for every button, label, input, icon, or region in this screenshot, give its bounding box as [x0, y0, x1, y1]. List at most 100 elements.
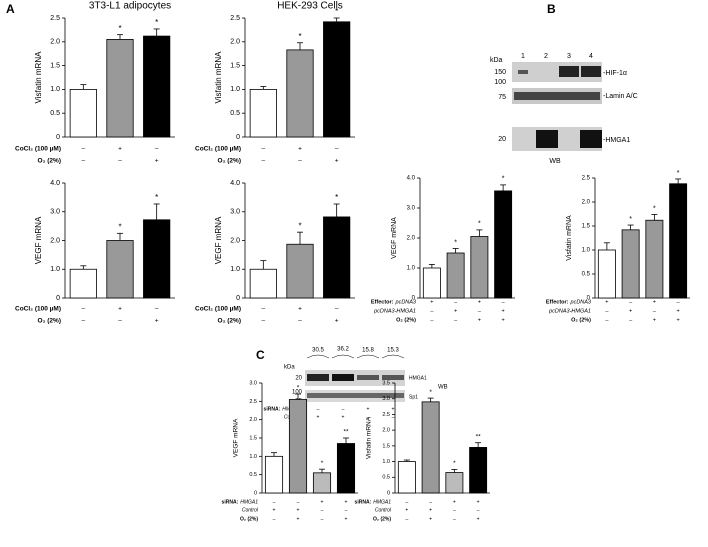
error-bar: [295, 393, 301, 400]
condition-label: O₂ (2%): [240, 516, 258, 522]
condition-mark: +: [429, 507, 432, 513]
condition-mark: +: [335, 318, 339, 325]
protein: HMGA1: [409, 375, 427, 381]
condition-mark: +: [335, 158, 339, 165]
condition-mark: –: [629, 317, 633, 323]
condition-mark: +: [297, 516, 300, 522]
bar: [446, 252, 465, 299]
y-tick-label: 2.5: [249, 399, 257, 405]
condition-mark: –: [82, 306, 86, 313]
panel-label: A: [6, 2, 15, 16]
condition-mark: +: [478, 299, 481, 305]
condition-mark: –: [298, 158, 302, 165]
condition-mark: +: [454, 308, 457, 314]
y-tick-label: 3.0: [249, 380, 257, 386]
error-bar: [427, 397, 434, 402]
condition-mark: –: [321, 516, 324, 522]
y-tick-label: 1.0: [407, 266, 416, 272]
y-tick-label: 1.0: [382, 459, 390, 465]
y-tick-label: 2.5: [582, 176, 591, 182]
y-tick-label: 2.0: [50, 39, 60, 46]
y-tick-label: 1.5: [50, 62, 60, 69]
y-tick-label: 1.5: [582, 224, 591, 230]
significance: *: [298, 221, 301, 230]
y-tick-label: 3.0: [50, 209, 60, 216]
bracket: [306, 354, 405, 359]
condition-mark: –: [317, 406, 320, 412]
significance: *: [118, 24, 121, 33]
condition-mark: +: [345, 516, 348, 522]
y-tick-label: 2.0: [407, 236, 416, 242]
y-tick-label: 2.0: [582, 200, 591, 206]
error-bar: [403, 459, 410, 462]
condition-mark: +: [605, 299, 608, 305]
bar: [249, 89, 277, 138]
bar: [323, 216, 351, 299]
bar: [286, 243, 314, 299]
error-bar: [428, 263, 435, 268]
condition-label: O₂ (2%): [218, 158, 241, 165]
protein: -HMGA1: [603, 137, 630, 144]
significance: *: [321, 460, 324, 467]
condition-mark: –: [429, 499, 432, 505]
condition-mark: +: [653, 317, 656, 323]
condition-label: CoCl₂ (100 µM): [195, 146, 241, 153]
bar: [470, 236, 489, 299]
condition-mark: +: [429, 516, 432, 522]
band: [581, 66, 601, 77]
blot-unit: kDa: [284, 365, 295, 371]
significance: *: [502, 176, 505, 183]
significance: **: [343, 429, 349, 436]
y-tick-label: 3.5: [382, 380, 390, 386]
marker: 75: [498, 94, 506, 101]
condition-mark: +: [502, 317, 505, 323]
condition-mark: –: [392, 414, 395, 420]
y-axis-label: Visfatin mRNA: [34, 51, 43, 104]
condition-mark: +: [155, 158, 159, 165]
y-tick-label: 1.5: [382, 443, 390, 449]
condition-mark: –: [405, 516, 408, 522]
condition-mark: –: [118, 158, 122, 165]
condition-prefix: Effector:: [546, 299, 569, 305]
condition-mark: –: [155, 146, 159, 153]
bar: [397, 461, 416, 494]
bar: [445, 472, 464, 494]
condition-mark: +: [118, 306, 122, 313]
condition-mark: +: [629, 308, 632, 314]
marker: 150: [494, 69, 506, 76]
condition-mark: –: [335, 306, 339, 313]
marker: 100: [494, 79, 506, 86]
y-axis-label: VEGF mRNA: [391, 217, 398, 259]
y-tick-label: 1.5: [249, 435, 257, 441]
error-bar: [333, 203, 340, 217]
significance: *: [629, 216, 632, 223]
condition-mark: +: [298, 306, 302, 313]
quantity: 15.8: [362, 348, 374, 354]
condition-mark: –: [453, 507, 456, 513]
condition-mark: –: [335, 146, 339, 153]
condition-mark: –: [262, 306, 266, 313]
y-tick-label: 0: [412, 296, 416, 302]
y-axis-label: VEGF mRNA: [233, 418, 240, 457]
y-tick-label: 3.0: [407, 206, 416, 212]
y-tick-label: 2.5: [50, 15, 60, 22]
condition-label: HMGA1: [240, 499, 258, 505]
error-bar: [451, 469, 458, 473]
condition-mark: +: [367, 406, 370, 412]
y-tick-label: 1.5: [230, 62, 240, 69]
error-bar: [80, 265, 87, 270]
bar: [143, 219, 171, 299]
significance: *: [453, 460, 456, 467]
condition-mark: +: [677, 308, 680, 314]
bar: [249, 268, 277, 299]
bar: [69, 268, 97, 299]
condition-mark: –: [477, 507, 480, 513]
error-bar: [117, 34, 123, 40]
condition-mark: –: [677, 299, 681, 305]
condition-mark: +: [321, 499, 324, 505]
bar: [106, 240, 134, 299]
condition-label: HMGA1: [373, 499, 391, 505]
condition-mark: –: [297, 499, 300, 505]
y-tick-label: 1.0: [230, 86, 240, 93]
bar: [645, 219, 664, 299]
